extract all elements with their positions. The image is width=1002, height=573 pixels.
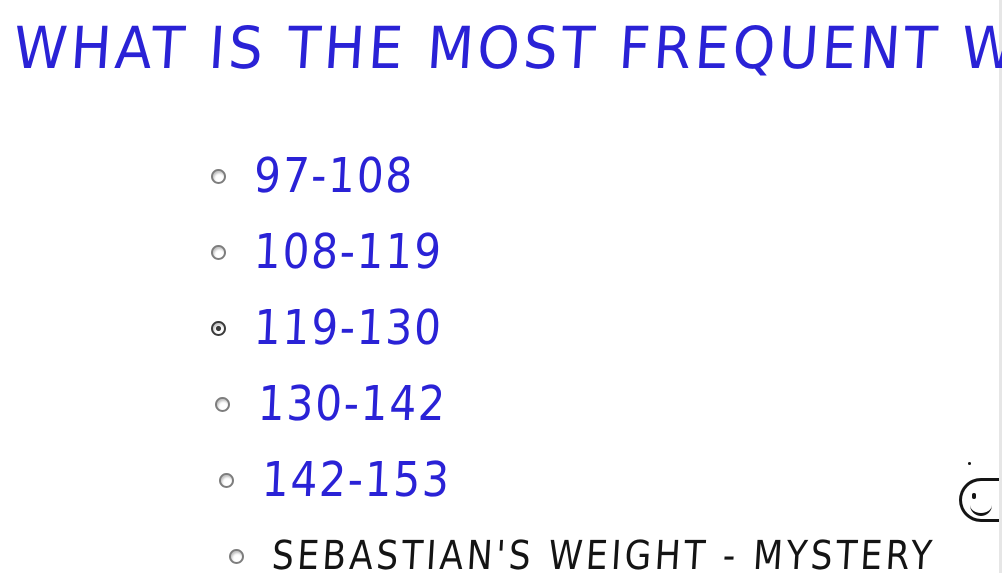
radio-button[interactable] xyxy=(219,472,234,488)
option-130-142[interactable]: 130-142 xyxy=(215,366,1002,442)
option-119-130[interactable]: 119-130 xyxy=(211,290,1002,366)
option-label: SEBASTIAN'S WEIGHT - MYSTERY xyxy=(270,533,937,573)
question-title: WHAT IS THE MOST FREQUENT WEIGHT? xyxy=(11,14,1002,82)
option-97-108[interactable]: 97-108 xyxy=(211,138,1002,214)
answer-options: 97-108 108-119 119-130 130-142 142-153 S… xyxy=(205,138,1002,573)
radio-button[interactable] xyxy=(211,244,226,260)
option-label: 97-108 xyxy=(252,148,416,204)
smiley-face-icon xyxy=(959,478,999,522)
option-label: 119-130 xyxy=(252,300,445,356)
ink-dot xyxy=(968,462,971,465)
radio-button[interactable] xyxy=(229,548,244,564)
radio-button-selected[interactable] xyxy=(211,320,226,336)
option-142-153[interactable]: 142-153 xyxy=(219,442,1002,518)
option-label: 130-142 xyxy=(256,376,449,432)
radio-button[interactable] xyxy=(215,396,230,412)
option-sebastians-weight[interactable]: SEBASTIAN'S WEIGHT - MYSTERY xyxy=(229,518,1002,573)
radio-button[interactable] xyxy=(211,168,226,184)
option-label: 142-153 xyxy=(260,452,453,508)
option-108-119[interactable]: 108-119 xyxy=(211,214,1002,290)
option-label: 108-119 xyxy=(252,224,445,280)
